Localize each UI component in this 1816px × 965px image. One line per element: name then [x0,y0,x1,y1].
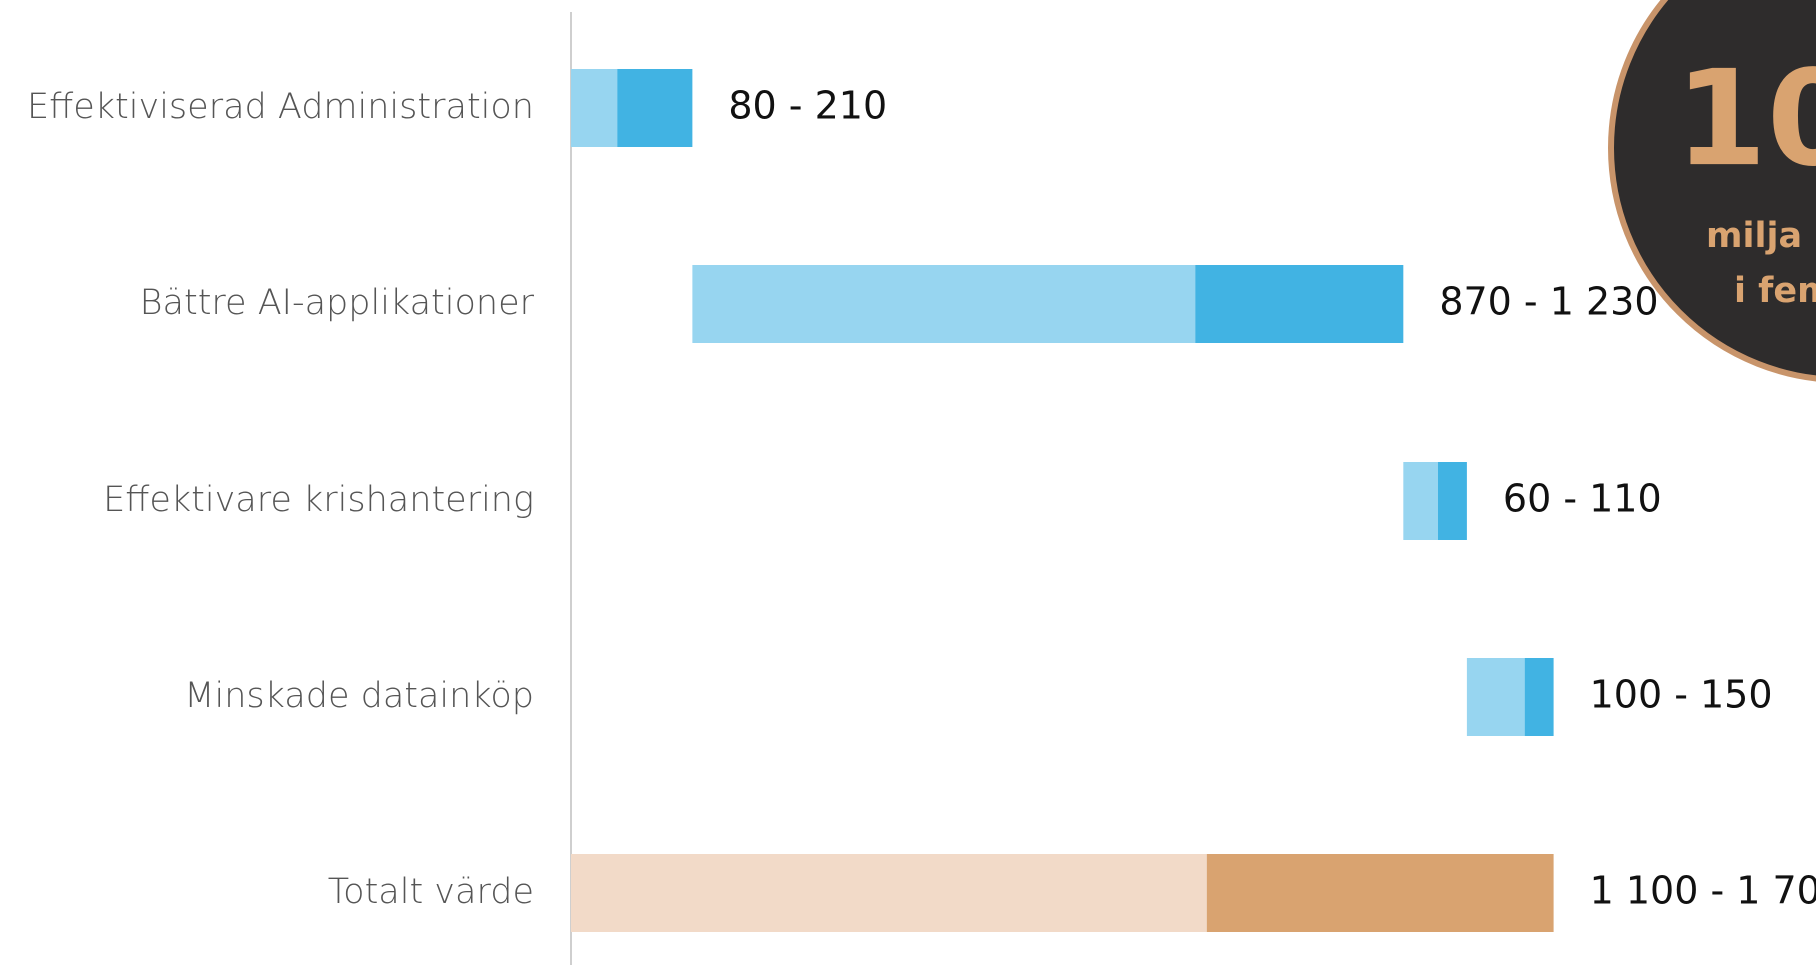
value-label: 80 - 210 [728,84,887,128]
bar-high [1206,854,1554,932]
bar-low [571,69,618,147]
badge-line: milja [1706,216,1802,256]
category-label: Totalt värde [328,872,534,912]
badge-line: i fem [1734,271,1816,311]
bar-low [1466,658,1525,736]
badge: 10 milja i fem [1608,0,1816,382]
bar-high [1524,658,1554,736]
category-label: Effektivare krishantering [103,480,534,520]
value-label: 870 - 1 230 [1439,280,1658,324]
category-label: Effektiviserad Administration [27,87,534,127]
value-label: 60 - 110 [1503,477,1662,521]
category-label: Bättre AI-applikationer [140,283,535,323]
badge-number: 10 [1675,42,1816,196]
category-label: Minskade datainköp [184,676,534,716]
value-label: 100 - 150 [1590,673,1773,717]
bar-low [692,265,1196,343]
bar-high [617,69,693,147]
badge-circle [1608,0,1816,382]
bar-low [571,854,1207,932]
bar-high [1438,462,1467,540]
bar-low [1403,462,1438,540]
value-label: 1 100 - 1 700 [1590,869,1816,913]
bar-high [1195,265,1404,343]
